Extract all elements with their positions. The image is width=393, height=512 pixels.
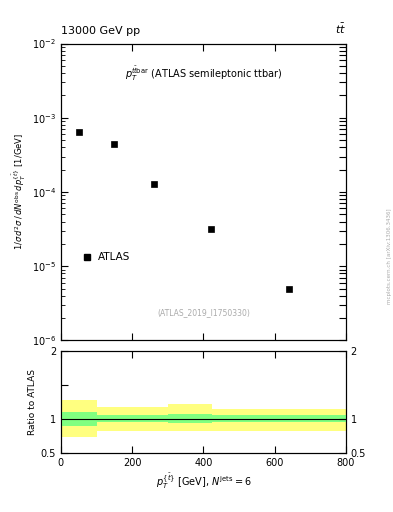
Text: mcplots.cern.ch [arXiv:1306.3436]: mcplots.cern.ch [arXiv:1306.3436] — [387, 208, 392, 304]
Y-axis label: Ratio to ATLAS: Ratio to ATLAS — [28, 369, 37, 435]
Text: $p_T^{t\!\bar{t}\mathrm{bar}}$ (ATLAS semileptonic ttbar): $p_T^{t\!\bar{t}\mathrm{bar}}$ (ATLAS se… — [125, 65, 282, 82]
Y-axis label: $1/\sigma\,d^2\sigma\,/\,dN^{\rm obs}\,dp^{\{\bar{t}\}}_{T}$ [1/GeV]: $1/\sigma\,d^2\sigma\,/\,dN^{\rm obs}\,d… — [10, 134, 28, 250]
Text: 13000 GeV pp: 13000 GeV pp — [61, 26, 140, 36]
Text: $t\bar{t}$: $t\bar{t}$ — [335, 22, 346, 36]
Text: ATLAS: ATLAS — [98, 252, 130, 262]
X-axis label: $p^{\{\bar{t}\}}_{T}$ [GeV], $N^{\rm jets} = 6$: $p^{\{\bar{t}\}}_{T}$ [GeV], $N^{\rm jet… — [156, 472, 251, 492]
Text: (ATLAS_2019_I1750330): (ATLAS_2019_I1750330) — [157, 308, 250, 317]
